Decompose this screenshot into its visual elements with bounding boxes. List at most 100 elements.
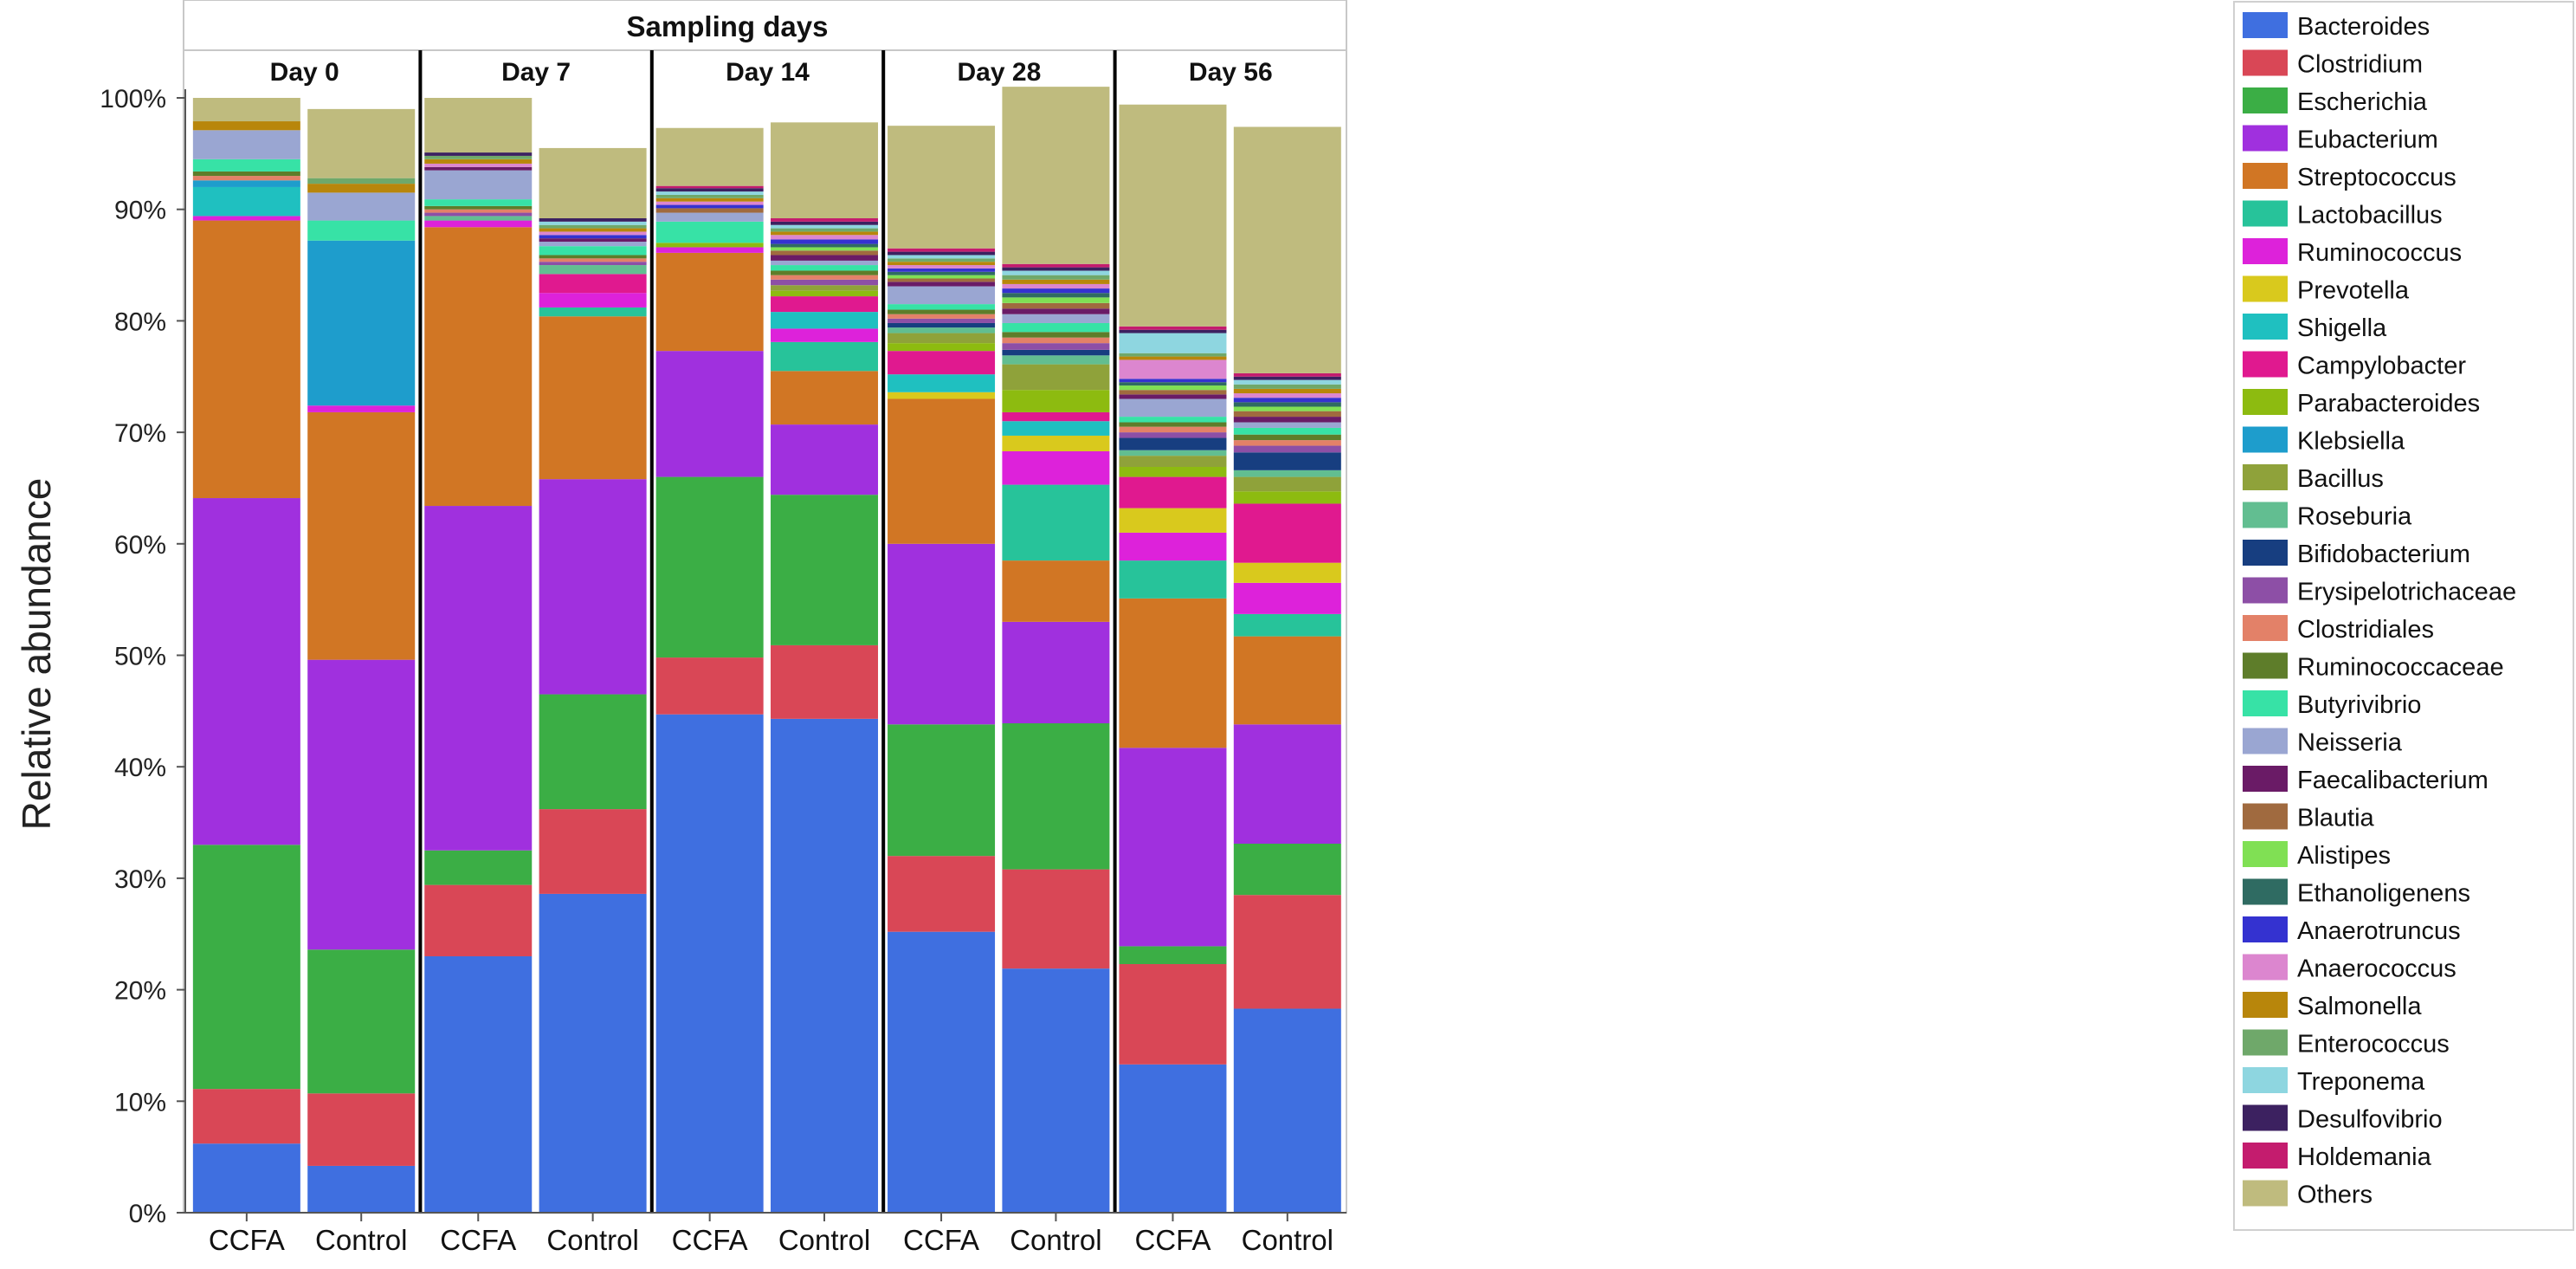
segment-klebsiella bbox=[307, 240, 416, 406]
segment-bifidobacterium bbox=[888, 322, 996, 328]
legend-label: Enterococcus bbox=[2297, 1031, 2450, 1059]
legend-item-campylobacter: Campylobacter bbox=[2243, 351, 2466, 380]
segment-ruminococcus bbox=[1002, 450, 1110, 485]
segment-lactobacillus bbox=[539, 307, 647, 317]
segment-salmonella bbox=[424, 159, 533, 164]
segment-shigella bbox=[771, 312, 879, 329]
segment-ruminococcaceae bbox=[424, 205, 533, 210]
legend-item-anaerococcus: Anaerococcus bbox=[2243, 954, 2457, 983]
segment-alistipes bbox=[1119, 385, 1227, 391]
legend-item-erysipelotrichaceae: Erysipelotrichaceae bbox=[2243, 577, 2516, 606]
y-tick-label: 10% bbox=[114, 1088, 166, 1117]
segment-parabacteroides bbox=[1002, 390, 1110, 412]
segment-ethanoligenens bbox=[1002, 293, 1110, 298]
x-tick-label: CCFA bbox=[672, 1224, 748, 1256]
segment-neisseria bbox=[771, 260, 879, 266]
segment-enterococcus bbox=[1233, 384, 1341, 389]
segment-ruminococcus bbox=[539, 293, 647, 308]
legend-item-ruminococcus: Ruminococcus bbox=[2243, 238, 2462, 267]
bar-day-14-ccfa bbox=[655, 127, 764, 1213]
legend-swatch bbox=[2243, 12, 2288, 38]
segment-faecalibacterium bbox=[1233, 417, 1341, 423]
legend-item-streptococcus: Streptococcus bbox=[2243, 163, 2457, 191]
segment-salmonella bbox=[1233, 388, 1341, 394]
segment-desulfovibrio bbox=[655, 188, 764, 192]
segment-others bbox=[307, 108, 416, 178]
segment-desulfovibrio bbox=[1119, 329, 1227, 333]
segment-salmonella bbox=[539, 228, 647, 232]
segment-erysipelotrichaceae bbox=[1002, 343, 1110, 350]
legend-label: Ruminococcaceae bbox=[2297, 654, 2504, 682]
segment-clostridiales bbox=[539, 258, 647, 262]
legend-item-salmonella: Salmonella bbox=[2243, 992, 2422, 1020]
segment-salmonella bbox=[1119, 356, 1227, 360]
segment-streptococcus bbox=[1119, 598, 1227, 748]
segment-shigella bbox=[888, 374, 996, 392]
segment-clostridium bbox=[192, 1089, 300, 1144]
legend-swatch bbox=[2243, 577, 2288, 604]
segment-enterococcus bbox=[1119, 353, 1227, 357]
segment-enterococcus bbox=[539, 224, 647, 229]
segment-others bbox=[1233, 126, 1341, 373]
segment-butyrivibrio bbox=[1233, 427, 1341, 435]
segment-alistipes bbox=[771, 247, 879, 251]
segment-ruminococcaceae bbox=[888, 309, 996, 314]
legend-swatch bbox=[2243, 1143, 2288, 1169]
segment-salmonella bbox=[192, 121, 300, 131]
legend-swatch bbox=[2243, 426, 2288, 453]
segment-clostridium bbox=[424, 884, 533, 956]
segment-blautia bbox=[655, 208, 764, 213]
x-axis: CCFA Control CCFA Control CCFA Control CCFA Con… bbox=[185, 1212, 1346, 1256]
legend-swatch bbox=[2243, 200, 2288, 227]
legend-item-escherichia: Escherichia bbox=[2243, 87, 2428, 116]
legend-label: Treponema bbox=[2297, 1068, 2425, 1096]
legend-swatch bbox=[2243, 1067, 2288, 1093]
segment-campylobacter bbox=[539, 274, 647, 294]
segment-butyrivibrio bbox=[771, 265, 879, 271]
segment-ethanoligenens bbox=[888, 271, 996, 275]
legend-label: Shigella bbox=[2297, 314, 2387, 342]
segment-clostridiales bbox=[192, 176, 300, 181]
y-tick-label: 60% bbox=[114, 531, 166, 560]
legend-swatch bbox=[2243, 766, 2288, 792]
legend-swatch bbox=[2243, 878, 2288, 905]
segment-roseburia bbox=[539, 265, 647, 275]
segment-clostridium bbox=[1119, 963, 1227, 1065]
y-tick-label: 40% bbox=[114, 754, 166, 782]
y-tick-label: 70% bbox=[114, 419, 166, 448]
segment-campylobacter bbox=[1119, 476, 1227, 508]
segment-treponema bbox=[771, 224, 879, 229]
segment-faecalibacterium bbox=[539, 238, 647, 243]
legend-label: Alistipes bbox=[2297, 842, 2391, 870]
segment-enterococcus bbox=[771, 228, 879, 232]
legend-item-roseburia: Roseburia bbox=[2243, 502, 2412, 531]
legend-label: Clostridium bbox=[2297, 51, 2423, 79]
segment-clostridiales bbox=[424, 209, 533, 213]
legend-swatch bbox=[2243, 389, 2288, 415]
segment-others bbox=[424, 98, 533, 153]
legend-label: Anaerotruncus bbox=[2297, 917, 2461, 945]
segment-bacteroides bbox=[1233, 1008, 1341, 1213]
legend-label: Butyrivibrio bbox=[2297, 691, 2421, 719]
legend-label: Streptococcus bbox=[2297, 164, 2457, 191]
segment-treponema bbox=[1119, 333, 1227, 353]
segment-bacteroides bbox=[424, 955, 533, 1213]
segment-neisseria bbox=[1002, 314, 1110, 323]
segment-blautia bbox=[1233, 411, 1341, 418]
legend-swatch bbox=[2243, 615, 2288, 641]
legend-swatch bbox=[2243, 464, 2288, 490]
segment-desulfovibrio bbox=[539, 217, 647, 222]
group-label-day-28: Day 28 bbox=[958, 58, 1042, 87]
legend-swatch bbox=[2243, 351, 2288, 378]
segment-ruminococcaceae bbox=[539, 255, 647, 259]
segment-ethanoligenens bbox=[1233, 402, 1341, 407]
segment-alistipes bbox=[1002, 297, 1110, 303]
legend-item-blautia: Blautia bbox=[2243, 803, 2375, 832]
x-tick-label: Control bbox=[778, 1224, 870, 1256]
segment-ruminococcus bbox=[424, 220, 533, 228]
legend: Bacteroides Clostridium Escherichia Eubacte… bbox=[2233, 1, 2574, 1231]
segment-ruminococcus bbox=[1119, 532, 1227, 561]
x-tick-label: Control bbox=[1010, 1224, 1101, 1256]
legend-label: Salmonella bbox=[2297, 993, 2422, 1020]
legend-item-clostridiales: Clostridiales bbox=[2243, 615, 2434, 644]
